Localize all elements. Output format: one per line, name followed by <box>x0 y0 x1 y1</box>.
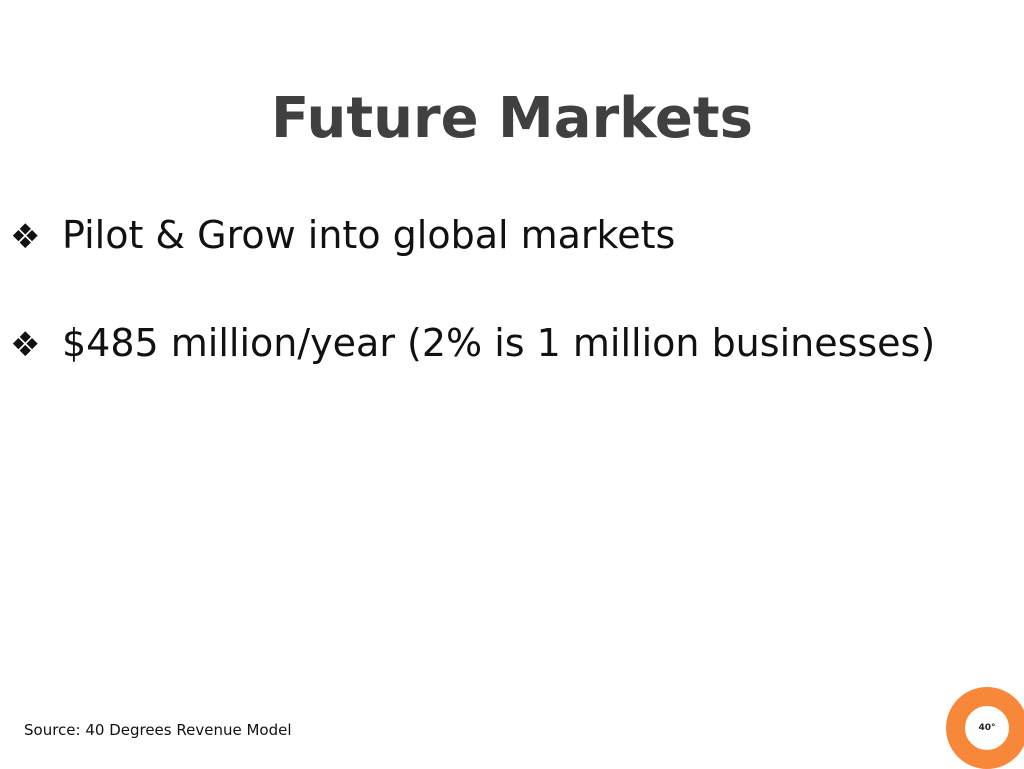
diamond-bullet-icon: ❖ <box>10 325 41 365</box>
logo-text: 40° <box>978 723 996 733</box>
source-note: Source: 40 Degrees Revenue Model <box>24 721 292 739</box>
diamond-bullet-icon: ❖ <box>10 217 41 257</box>
bullet-item: ❖ Pilot & Grow into global markets <box>10 210 675 262</box>
slide-title: Future Markets <box>270 86 753 151</box>
bullet-text: $485 million/year (2% is 1 million busin… <box>62 321 936 365</box>
bullet-text: Pilot & Grow into global markets <box>62 213 676 257</box>
bullet-item: ❖ $485 million/year (2% is 1 million busi… <box>10 318 935 370</box>
company-logo: 40° <box>946 687 1024 769</box>
